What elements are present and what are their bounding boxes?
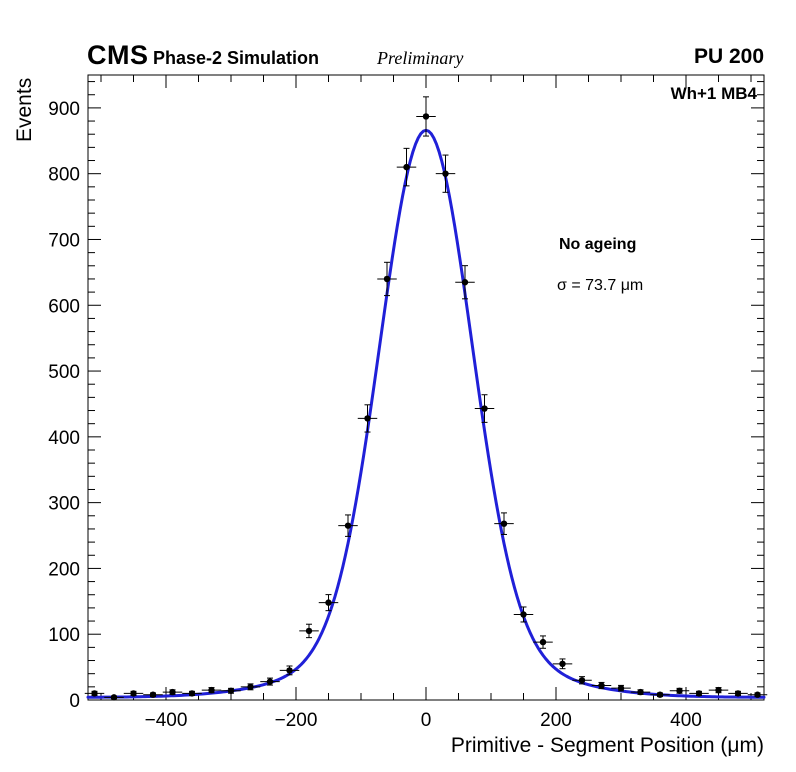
data-point xyxy=(676,687,683,694)
data-point xyxy=(383,275,391,283)
y-tick-label: 200 xyxy=(48,559,80,580)
chart-frame xyxy=(87,74,765,701)
fit-curve-layer xyxy=(86,128,766,699)
data-point xyxy=(227,687,235,694)
y-tick-label: 600 xyxy=(48,296,80,317)
data-point xyxy=(130,690,137,697)
y-tick-label: 800 xyxy=(48,165,80,186)
frame-layer xyxy=(87,74,765,701)
tick-label-layer: −400 −200 0 200 400 0 100 200 300 400 500 600 700 800… xyxy=(48,99,702,731)
data-point xyxy=(344,522,352,529)
x-tick-label: 0 xyxy=(421,710,432,731)
y-tick-label: 400 xyxy=(48,428,80,449)
data-point xyxy=(539,638,547,646)
y-tick-label: 900 xyxy=(48,99,80,120)
legend-ageing-label: No ageing xyxy=(559,236,637,253)
data-point xyxy=(559,660,566,668)
data-point xyxy=(247,683,254,691)
data-point xyxy=(695,690,703,697)
y-tick-label: 700 xyxy=(48,230,80,251)
data-point xyxy=(442,170,449,177)
data-point xyxy=(305,627,313,635)
data-point xyxy=(188,690,196,697)
data-point xyxy=(734,690,742,697)
data-point xyxy=(169,688,176,696)
data-point xyxy=(617,684,625,692)
y-tick-label: 0 xyxy=(69,691,80,712)
y-tick-label: 100 xyxy=(48,625,80,646)
data-point xyxy=(286,667,293,674)
data-point xyxy=(578,677,586,684)
data-point xyxy=(461,279,469,286)
data-point xyxy=(715,686,722,694)
data-point xyxy=(481,405,488,412)
fit-curve xyxy=(86,128,766,699)
data-point xyxy=(208,686,215,694)
data-point xyxy=(149,691,157,698)
x-axis-title: Primitive - Segment Position (μm) xyxy=(451,734,764,757)
simulation-label: Phase-2 Simulation xyxy=(153,48,320,68)
data-point xyxy=(325,599,332,606)
data-point xyxy=(637,688,644,696)
preliminary-label: Preliminary xyxy=(377,48,464,68)
x-tick-label: −200 xyxy=(275,710,318,731)
y-tick-label: 500 xyxy=(48,362,80,383)
x-tick-label: −400 xyxy=(145,710,188,731)
data-point xyxy=(364,415,371,422)
data-point xyxy=(266,678,274,685)
data-points-layer xyxy=(84,96,768,701)
cms-logo-label: CMS xyxy=(87,40,149,70)
data-point xyxy=(656,691,664,698)
data-point xyxy=(598,682,605,689)
x-tick-label: 200 xyxy=(540,710,572,731)
pileup-label: PU 200 xyxy=(693,45,764,68)
data-point xyxy=(520,611,527,618)
legend-sigma-label: σ = 73.7 μm xyxy=(557,277,644,294)
data-point xyxy=(422,113,430,120)
data-point xyxy=(403,163,410,171)
x-tick-label: 400 xyxy=(670,710,702,731)
wheel-station-label: Wh+1 MB4 xyxy=(670,84,757,103)
data-point xyxy=(110,694,118,701)
data-point xyxy=(754,691,761,698)
y-tick-label: 300 xyxy=(48,494,80,515)
y-axis-title: Events xyxy=(13,78,36,142)
data-point xyxy=(500,520,508,527)
data-point xyxy=(91,690,98,697)
